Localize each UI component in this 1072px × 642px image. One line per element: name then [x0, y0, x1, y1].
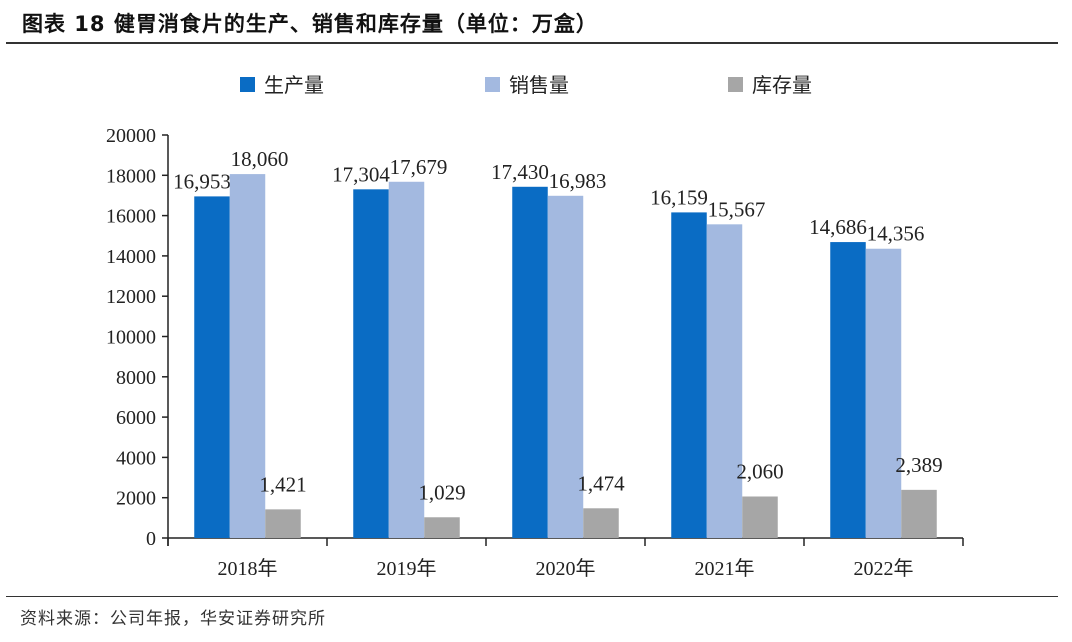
title-divider — [6, 42, 1058, 44]
bar-sales — [229, 174, 266, 538]
data-label: 15,567 — [708, 197, 766, 221]
data-label: 17,304 — [332, 162, 390, 186]
bar-production — [194, 196, 230, 539]
legend-swatch — [240, 77, 255, 92]
bar-production — [353, 189, 389, 538]
y-tick-label: 2000 — [116, 488, 156, 510]
data-label: 14,686 — [809, 215, 867, 239]
bar-sales — [706, 224, 743, 538]
legend-swatch — [485, 77, 500, 92]
y-tick-label: 6000 — [116, 407, 156, 429]
bar-inventory — [424, 517, 460, 538]
y-tick-label: 18000 — [106, 165, 156, 187]
y-tick-label: 10000 — [106, 327, 156, 349]
bar-production — [830, 242, 866, 539]
data-label: 17,430 — [491, 160, 549, 184]
data-label: 18,060 — [231, 147, 289, 171]
data-label: 2,060 — [736, 459, 783, 483]
bar-inventory — [742, 496, 778, 538]
data-label: 1,474 — [577, 471, 625, 495]
bar-inventory — [265, 509, 301, 538]
source-note: 资料来源：公司年报，华安证券研究所 — [20, 609, 326, 629]
data-label: 14,356 — [867, 222, 925, 246]
legend-label: 销售量 — [509, 73, 569, 97]
source-divider — [6, 596, 1058, 597]
y-tick-label: 0 — [146, 528, 156, 550]
x-tick-label: 2021年 — [695, 557, 755, 580]
data-label: 1,029 — [418, 480, 465, 504]
chart-title: 图表 18 健胃消食片的生产、销售和库存量（单位：万盒） — [22, 12, 598, 36]
legend-label: 库存量 — [752, 73, 812, 97]
bar-production — [671, 212, 707, 538]
bar-inventory — [901, 489, 937, 538]
x-tick-label: 2018年 — [218, 557, 278, 580]
legend-label: 生产量 — [264, 73, 324, 97]
y-tick-label: 20000 — [106, 125, 156, 147]
y-tick-label: 4000 — [116, 447, 156, 469]
x-tick-label: 2019年 — [377, 557, 437, 580]
legend-swatch — [728, 77, 743, 92]
bar-production — [512, 186, 548, 538]
y-tick-label: 8000 — [116, 367, 156, 389]
data-label: 17,679 — [390, 155, 448, 179]
data-label: 16,159 — [650, 185, 708, 209]
y-tick-label: 16000 — [106, 206, 156, 228]
data-label: 2,389 — [895, 453, 942, 477]
bar-sales — [547, 195, 584, 539]
bar-chart: 0 2000 4000 6000 8000 10000 12000 14000 16000 180… — [106, 73, 964, 580]
data-label: 1,421 — [259, 472, 306, 496]
x-tick-label: 2020年 — [536, 557, 596, 580]
bar-sales — [865, 248, 902, 538]
bar-inventory — [583, 508, 619, 538]
bar-sales — [388, 181, 425, 539]
data-label: 16,953 — [173, 169, 231, 193]
x-tick-label: 2022年 — [854, 557, 914, 580]
data-label: 16,983 — [549, 169, 607, 193]
y-tick-label: 12000 — [106, 286, 156, 308]
y-tick-label: 14000 — [106, 246, 156, 268]
